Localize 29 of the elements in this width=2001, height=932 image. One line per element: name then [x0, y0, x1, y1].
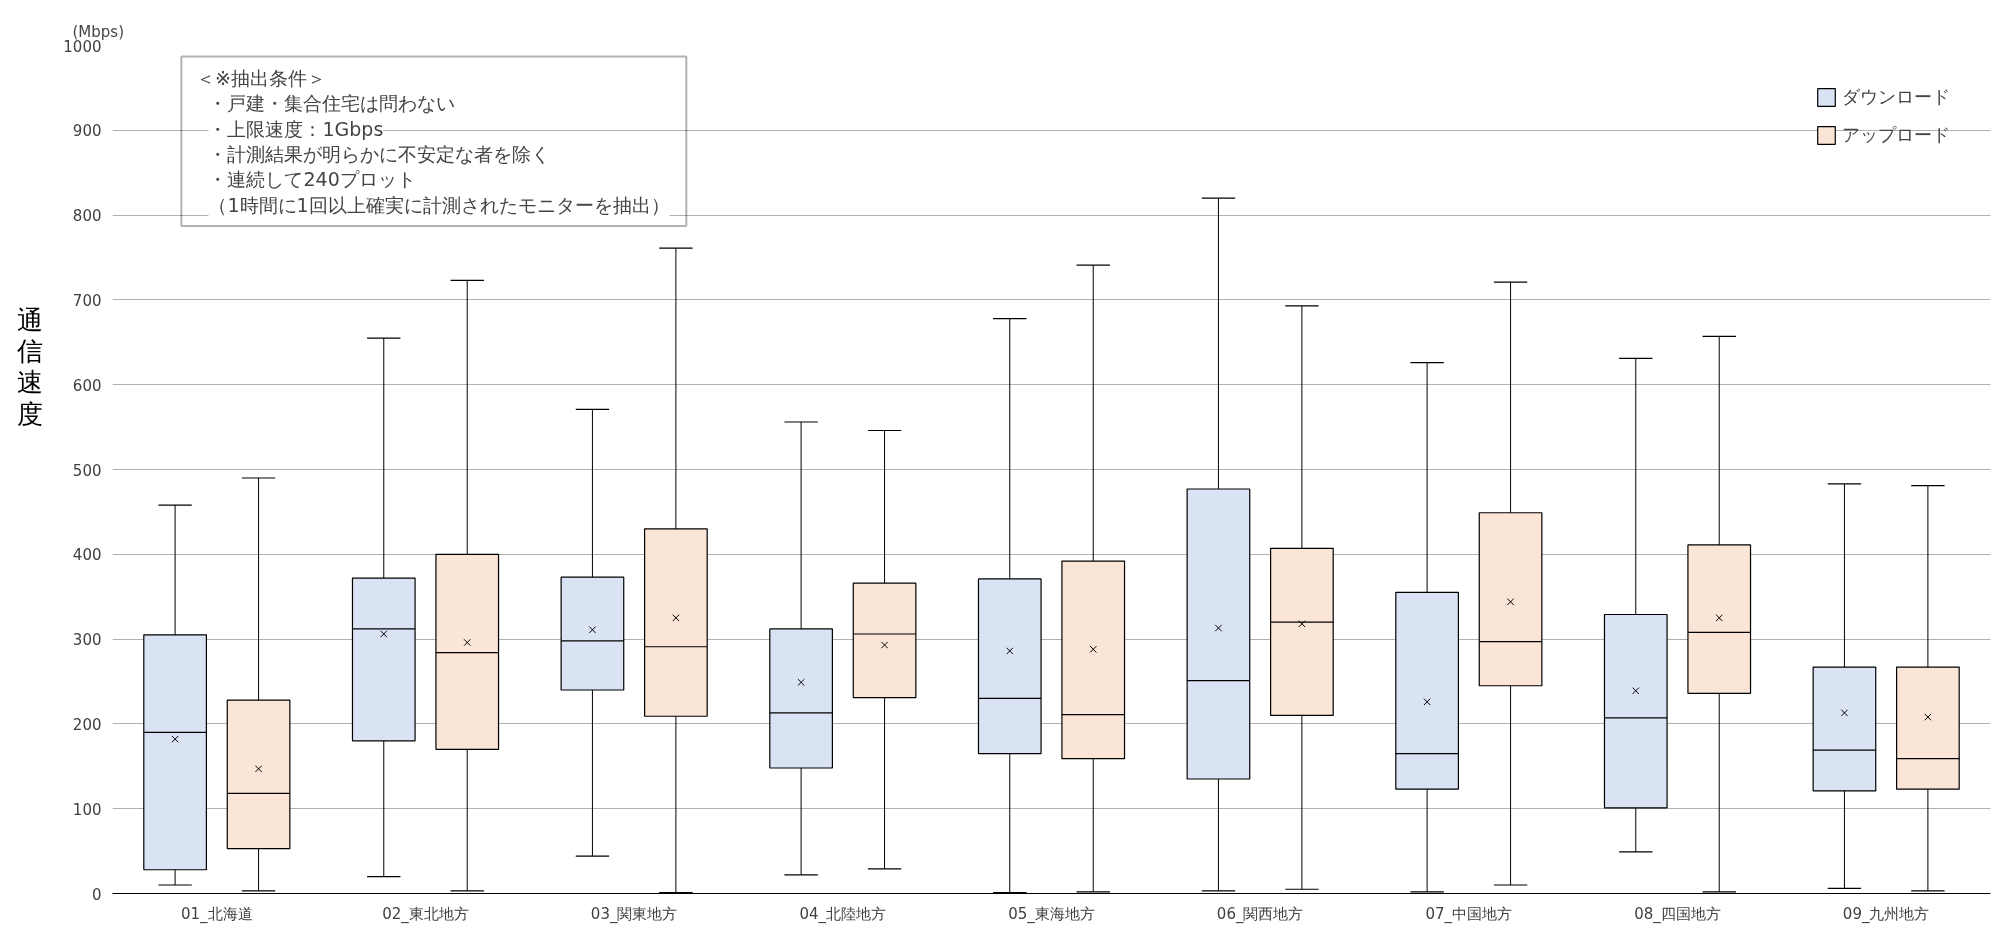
y-tick-label: 0 — [91, 885, 102, 904]
x-tick-label: 09_九州地方 — [1842, 904, 1930, 924]
annotation: （1時間に1回以上確実に計測されたモニターを抽出） — [208, 193, 670, 216]
y-tick-label: 400 — [72, 546, 102, 565]
annotation: ・計測結果が明らかに不安定な者を除く — [208, 143, 551, 166]
text: (Mbps) — [72, 22, 125, 41]
x-tick-label: 02_東北地方 — [382, 904, 469, 924]
y-tick-label: 200 — [72, 715, 102, 734]
y-tick-label: 300 — [72, 631, 102, 650]
legend-label: アップロード — [1842, 123, 1950, 147]
y-tick-label: 600 — [72, 376, 102, 395]
y-tick-label: 100 — [72, 800, 102, 819]
x-tick-label: 07_中国地方 — [1425, 904, 1513, 924]
x-tick-label: 01_北海道 — [181, 904, 253, 924]
legend-label: ダウンロード — [1842, 85, 1950, 109]
y-axis-title: 通信速度 — [17, 305, 43, 430]
y-tick-label: 800 — [72, 207, 102, 226]
annotation: ＜※抽出条件＞ — [195, 66, 326, 89]
x-tick-label: 08_四国地方 — [1634, 904, 1721, 924]
x-tick-label: 04_北陸地方 — [799, 904, 887, 924]
y-tick-label: 500 — [72, 461, 102, 480]
annotation: ・上限速度：1Gbps — [208, 117, 384, 140]
y-tick-label: 900 — [72, 122, 102, 141]
annotation: ・戸建・集合住宅は問わない — [208, 92, 456, 115]
annotation: ・連続して240プロット — [208, 168, 416, 191]
x-tick-label: 06_関西地方 — [1216, 904, 1304, 924]
y-tick-label: 700 — [72, 291, 102, 310]
x-tick-label: 03_関東地方 — [590, 904, 678, 924]
x-tick-label: 05_東海地方 — [1008, 904, 1095, 924]
